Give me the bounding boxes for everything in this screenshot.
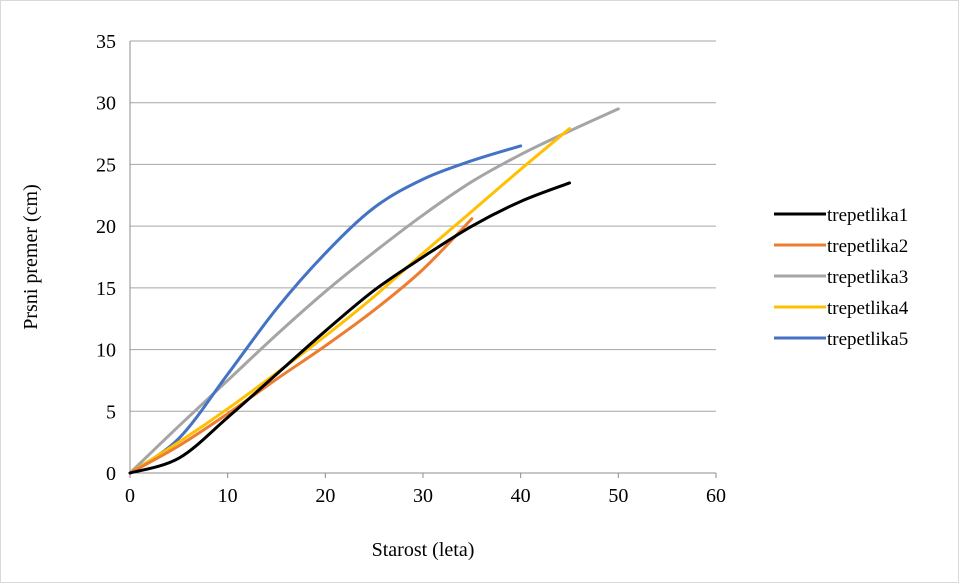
x-tick-label: 60 bbox=[706, 485, 726, 507]
y-tick-label: 5 bbox=[106, 401, 116, 423]
y-tick-label: 25 bbox=[96, 154, 116, 176]
series-lines bbox=[128, 107, 620, 475]
series-line-trepetlika2 bbox=[128, 217, 474, 475]
tick-labels: 0 5 10 15 20 25 30 35 0 10 20 30 40 50 60 bbox=[96, 31, 726, 507]
series-line-trepetlika1 bbox=[128, 181, 571, 475]
x-tick-label: 20 bbox=[315, 485, 335, 507]
legend: trepetlika1 trepetlika2 trepetlika3 trepetl… bbox=[774, 205, 909, 350]
gridlines bbox=[130, 40, 716, 412]
y-tick-label: 0 bbox=[106, 463, 116, 485]
series-line-trepetlika5 bbox=[128, 144, 523, 475]
legend-label: trepetlika4 bbox=[827, 298, 909, 319]
series-line-trepetlika3 bbox=[128, 107, 620, 475]
x-tick-label: 40 bbox=[511, 485, 531, 507]
y-tick-label: 20 bbox=[96, 216, 116, 238]
series-line-trepetlika4 bbox=[128, 127, 571, 475]
legend-label: trepetlika1 bbox=[827, 205, 908, 226]
x-tick-label: 0 bbox=[125, 485, 135, 507]
legend-label: trepetlika5 bbox=[827, 329, 908, 350]
x-tick-label: 30 bbox=[413, 485, 433, 507]
axes bbox=[129, 41, 717, 478]
y-tick-label: 35 bbox=[96, 31, 116, 53]
legend-label: trepetlika3 bbox=[827, 267, 908, 288]
x-tick-label: 10 bbox=[218, 485, 238, 507]
x-axis-title: Starost (leta) bbox=[372, 539, 475, 561]
x-tick-label: 50 bbox=[608, 485, 628, 507]
y-tick-label: 15 bbox=[96, 278, 116, 300]
y-tick-label: 10 bbox=[96, 340, 116, 362]
y-axis-title: Prsni premer (cm) bbox=[20, 184, 42, 330]
legend-label: trepetlika2 bbox=[827, 236, 908, 257]
y-tick-label: 30 bbox=[96, 93, 116, 115]
